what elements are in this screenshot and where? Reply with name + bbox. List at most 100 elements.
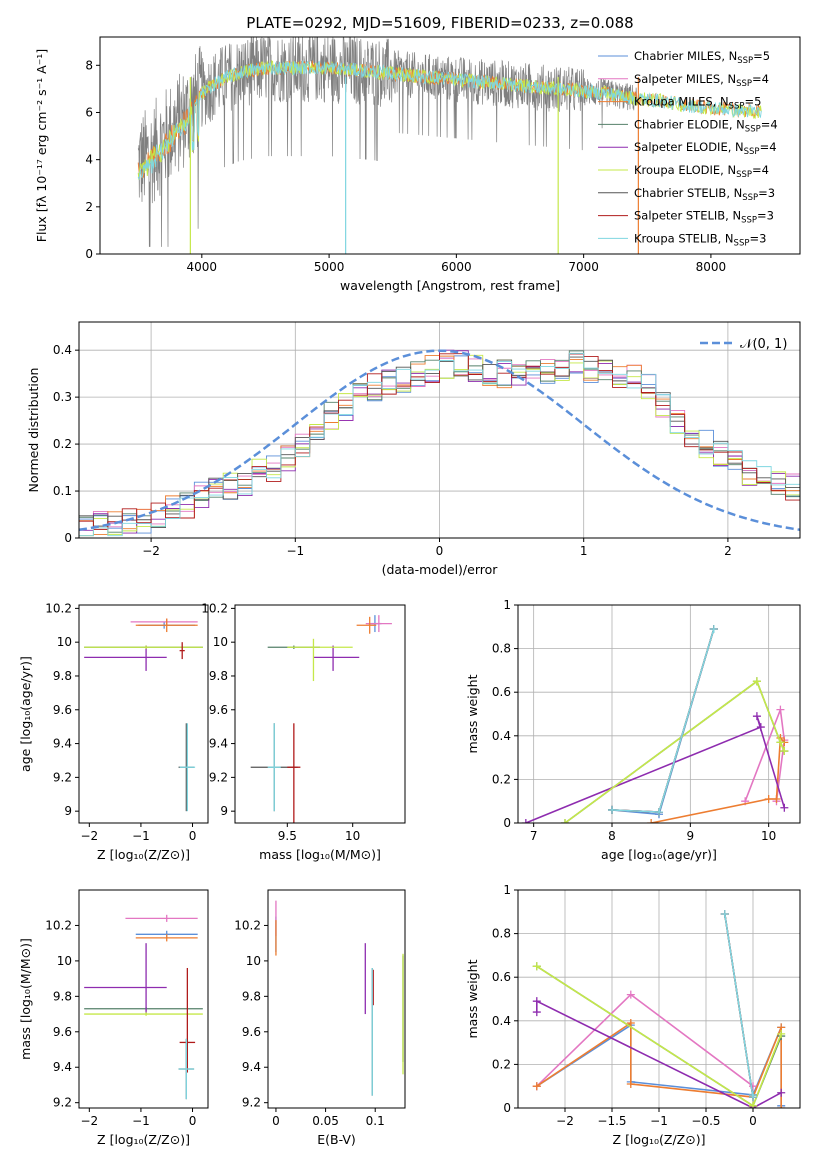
legend-sub: SSP	[737, 56, 753, 66]
chart-mass-weight-vs-age: 7 8 9 10 0 0.2 0.4 0.6 0.8 1 age [log₁₀(age/yr)] ma…	[465, 598, 801, 862]
histogram-salpeter_elodie	[79, 349, 800, 534]
legend-sub: SSP	[744, 147, 760, 157]
y-tick-label: 10.2	[201, 601, 228, 615]
y-tick-label: 0.6	[492, 685, 511, 699]
y-tick-label: 1	[503, 598, 511, 612]
legend-label: Chabrier ELODIE, NSSP=4	[634, 117, 778, 134]
plot-area	[275, 900, 404, 1096]
x-tick-label: 0	[436, 544, 444, 558]
series-marker-kroupa_stelib	[709, 624, 718, 633]
axes-frame	[517, 604, 801, 824]
legend-count: =5	[744, 95, 761, 109]
series-marker-salpeter_elodie	[532, 997, 541, 1006]
legend-sub: SSP	[736, 170, 752, 180]
x-tick-label: −1	[650, 1114, 668, 1128]
series-marker-kroupa_elodie	[752, 677, 761, 686]
y-tick-label: 9.8	[53, 989, 72, 1003]
y-tick-label: 4	[85, 153, 93, 167]
x-tick-label: −0.5	[691, 1114, 720, 1128]
series-marker-kroupa_miles	[532, 1082, 541, 1091]
x-axis-label: wavelength [Angstrom, rest frame]	[340, 278, 560, 293]
legend-count: =3	[749, 231, 766, 245]
series-line-chabrier_stelib	[611, 628, 715, 813]
x-tick-label: 9	[687, 829, 695, 843]
series-marker-kroupa_elodie	[776, 738, 785, 747]
plot-area	[84, 914, 203, 1100]
y-axis-label: Normed distribution	[26, 368, 41, 493]
y-axis-label: mass weight	[465, 674, 480, 753]
series-marker-kroupa_stelib	[655, 808, 663, 817]
y-tick-label: 9.4	[209, 737, 228, 751]
legend-label: Chabrier STELIB, NSSP=3	[634, 186, 775, 203]
legend-count: =4	[761, 117, 778, 131]
plot-area	[84, 618, 203, 812]
y-tick-label: 9.2	[242, 1096, 261, 1110]
series-marker-kroupa_stelib	[720, 909, 729, 918]
y-tick-label: 0.8	[492, 927, 511, 941]
series-marker-kroupa_miles	[777, 1104, 786, 1108]
histogram-kroupa_elodie	[79, 354, 800, 537]
series-marker-kroupa_elodie	[749, 1101, 757, 1108]
y-axis-label: mass weight	[465, 959, 480, 1038]
chart-mass-vs-ebv: 0 0.05 0.1 9.2 9.4 9.6 9.8 10 10.2 E(B-V)	[234, 889, 406, 1147]
axes-frame	[99, 36, 801, 255]
gaussian-legend-label: 𝒩(0, 1)	[740, 337, 787, 352]
series-line-salpeter_miles	[536, 993, 754, 1087]
y-tick-label: 0.4	[53, 343, 72, 357]
legend-sub: SSP	[729, 102, 745, 112]
x-axis-label: (data-model)/error	[382, 562, 499, 577]
legend-sub: SSP	[734, 238, 750, 248]
plot-area	[532, 909, 786, 1108]
legend-label: Salpeter ELODIE, NSSP=4	[634, 140, 777, 157]
series-line-salpeter_stelib	[611, 628, 715, 813]
y-tick-label: 10	[246, 954, 261, 968]
series-marker-salpeter_elodie	[780, 803, 789, 812]
x-axis-label: Z [log₁₀(Z/Z⊙)]	[97, 847, 190, 862]
legend-count: =4	[752, 163, 769, 177]
series-marker-salpeter_miles	[749, 1082, 757, 1091]
y-tick-label: 0	[503, 816, 511, 830]
x-tick-label: −2	[556, 1114, 574, 1128]
y-tick-label: 10	[57, 954, 72, 968]
histogram-salpeter_miles	[79, 353, 800, 537]
y-tick-label: 0	[64, 531, 72, 545]
y-tick-label: 9	[64, 804, 72, 818]
x-tick-label: −2	[142, 544, 160, 558]
y-tick-label: 9.6	[53, 1025, 72, 1039]
legend-sub: SSP	[736, 79, 752, 89]
series-line-kroupa_stelib	[611, 628, 715, 813]
legend-label: Kroupa STELIB, NSSP=3	[634, 231, 766, 248]
y-tick-label: 6	[85, 105, 93, 119]
y-tick-label: 9.4	[53, 737, 72, 751]
y-tick-label: 0.2	[53, 437, 72, 451]
series-line-salpeter_elodie	[536, 999, 782, 1108]
x-tick-label: −1	[286, 544, 304, 558]
chart-age-vs-mass: 9.5 10 9 9.2 9.4 9.6 9.8 10 10.2 mass [log₁₀(M/M⊙…	[201, 601, 406, 862]
series-marker-kroupa_elodie	[561, 819, 569, 823]
series-marker-salpeter_miles	[776, 705, 785, 714]
series-marker-salpeter_elodie	[532, 1008, 541, 1017]
series-marker-salpeter_elodie	[777, 1088, 786, 1097]
y-axis-label: age [log₁₀(age/yr)]	[18, 656, 33, 772]
y-axis-label: mass [log₁₀(M/M⊙)]	[18, 938, 33, 1060]
x-axis-label: Z [log₁₀(Z/Z⊙)]	[613, 1132, 706, 1147]
y-tick-label: 0.2	[492, 772, 511, 786]
y-tick-label: 9.6	[242, 1025, 261, 1039]
series-marker-kroupa_stelib	[749, 1090, 757, 1099]
x-tick-label: 0	[189, 829, 197, 843]
y-tick-label: 10	[213, 635, 228, 649]
y-tick-label: 10.2	[45, 601, 72, 615]
series-marker-kroupa_miles	[647, 819, 656, 823]
x-axis-label: mass [log₁₀(M/M⊙)]	[259, 847, 381, 862]
histogram-chabrier_stelib	[79, 356, 800, 528]
y-tick-label: 10	[57, 635, 72, 649]
figure-title: PLATE=0292, MJD=51609, FIBERID=0233, z=0…	[246, 14, 633, 32]
legend-count: =3	[757, 209, 774, 223]
x-axis-label: Z [log₁₀(Z/Z⊙)]	[97, 1132, 190, 1147]
y-tick-label: 0.4	[492, 1014, 511, 1028]
y-tick-label: 1	[503, 883, 511, 897]
y-tick-label: 0.8	[492, 642, 511, 656]
gaussian-curve	[79, 349, 800, 532]
legend-sub: SSP	[742, 193, 758, 203]
series-marker-salpeter_elodie	[756, 723, 765, 732]
